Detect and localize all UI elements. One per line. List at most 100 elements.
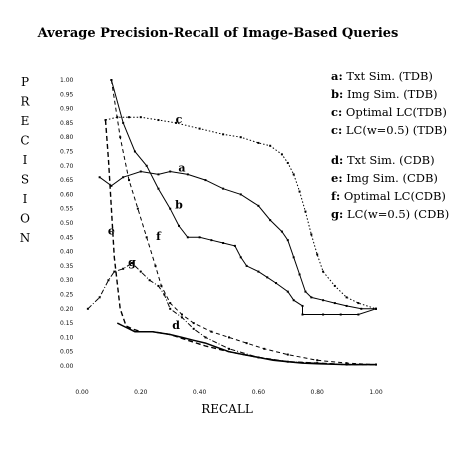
data-point-g — [345, 363, 348, 366]
data-point-g — [130, 262, 133, 265]
data-point-b — [157, 187, 160, 190]
data-point-f — [180, 313, 183, 316]
data-point-a — [239, 193, 242, 196]
data-point-f — [145, 236, 148, 239]
data-point-c — [269, 144, 272, 147]
data-point-g — [113, 270, 116, 273]
x-tick-label: 0.80 — [311, 389, 325, 396]
data-point-a — [292, 256, 295, 259]
series-g — [86, 262, 377, 366]
data-point-g — [286, 360, 289, 363]
y-tick-label: 0.25 — [60, 292, 74, 299]
y-tick-label: 0.80 — [60, 134, 74, 141]
data-point-c — [280, 153, 283, 156]
curve-label-b: b — [175, 199, 183, 212]
data-point-c — [375, 307, 377, 310]
y-tick-label: 0.10 — [60, 334, 74, 341]
y-tick-label: 0.70 — [60, 163, 74, 170]
y-tick-label: 0.50 — [60, 220, 74, 227]
data-point-f — [228, 336, 230, 339]
y-tick-label: 0.85 — [60, 120, 74, 127]
series-f — [110, 79, 377, 366]
y-tick-label: 0.00 — [60, 363, 74, 370]
data-point-a — [186, 173, 189, 176]
legend-entry: c: Optimal LC(TDB) — [331, 105, 447, 119]
series-line-f — [110, 79, 377, 366]
data-point-a — [222, 187, 225, 190]
legend-entry: d: Txt Sim. (CDB) — [331, 153, 435, 167]
data-point-c — [198, 127, 201, 130]
data-point-a — [298, 273, 301, 276]
y-axis-label-letter: P — [21, 75, 29, 89]
data-point-a — [322, 299, 325, 302]
y-axis-ticks: 0.00 0.05 0.10 0.15 0.20 0.25 0.30 0.35 0.40 0.45… — [60, 77, 74, 370]
data-point-b — [266, 276, 269, 279]
y-tick-label: 0.45 — [60, 234, 74, 241]
data-point-c — [286, 161, 289, 164]
data-point-f — [160, 284, 163, 287]
data-point-a — [345, 304, 348, 307]
data-point-g — [375, 363, 377, 366]
y-tick-label: 0.30 — [60, 277, 74, 284]
x-axis-ticks: 0.00 0.20 0.40 0.60 0.80 1.00 — [75, 389, 383, 396]
y-tick-label: 1.00 — [60, 77, 74, 84]
data-point-a — [310, 296, 313, 299]
data-point-b — [357, 313, 360, 316]
y-tick-label: 0.05 — [60, 349, 74, 356]
data-point-b — [301, 304, 304, 307]
data-point-f — [286, 353, 289, 356]
data-point-g — [86, 307, 89, 310]
curve-label-e: e — [108, 224, 115, 237]
data-point-c — [157, 119, 160, 122]
data-point-b — [145, 164, 148, 167]
legend-entry: a: Txt Sim. (TDB) — [331, 69, 433, 83]
data-point-a — [286, 239, 289, 242]
data-point-c — [239, 136, 242, 139]
data-point-f — [245, 342, 248, 345]
y-axis-label-letter: C — [20, 134, 29, 148]
data-point-a — [269, 219, 272, 222]
data-point-f — [316, 359, 319, 362]
y-axis-label-letter: I — [23, 153, 28, 167]
data-point-c — [298, 190, 301, 193]
curve-label-a: a — [178, 162, 185, 175]
series-line-g — [87, 262, 376, 366]
data-point-c — [304, 210, 307, 213]
data-point-g — [169, 307, 172, 310]
data-point-f — [154, 264, 157, 267]
y-axis-label-letter: R — [20, 95, 30, 109]
curve-label-c: c — [176, 113, 183, 126]
legend-entry: g: LC(w=0.5) (CDB) — [331, 207, 449, 221]
data-point-g — [180, 316, 183, 319]
x-tick-label: 0.60 — [252, 389, 266, 396]
data-point-b — [178, 224, 181, 227]
legend-entry: b: Img Sim. (TDB) — [331, 87, 438, 101]
data-point-b — [292, 299, 295, 302]
data-point-f — [169, 302, 172, 305]
x-tick-label: 1.00 — [369, 389, 383, 396]
data-point-b — [322, 313, 325, 316]
y-axis-label-letter: O — [20, 212, 30, 226]
data-point-f — [110, 79, 113, 81]
data-point-a — [169, 170, 172, 173]
y-tick-label: 0.20 — [60, 306, 74, 313]
data-point-c — [310, 233, 313, 236]
legend-entry: e: Img Sim. (CDB) — [331, 171, 438, 185]
data-point-a — [122, 176, 125, 179]
data-point-b — [286, 290, 289, 293]
y-tick-label: 0.35 — [60, 263, 74, 270]
data-point-g — [163, 293, 166, 296]
y-axis-label-letter: S — [21, 173, 29, 187]
data-point-c — [175, 121, 178, 124]
data-point-f — [345, 362, 348, 365]
data-point-b — [133, 150, 136, 153]
series-group — [86, 79, 377, 366]
data-point-g — [139, 270, 142, 273]
data-point-g — [192, 327, 195, 330]
data-point-f — [128, 179, 131, 182]
data-point-b — [257, 270, 260, 273]
data-point-b — [245, 264, 248, 267]
data-point-f — [263, 347, 266, 350]
x-tick-label: 0.40 — [193, 389, 207, 396]
